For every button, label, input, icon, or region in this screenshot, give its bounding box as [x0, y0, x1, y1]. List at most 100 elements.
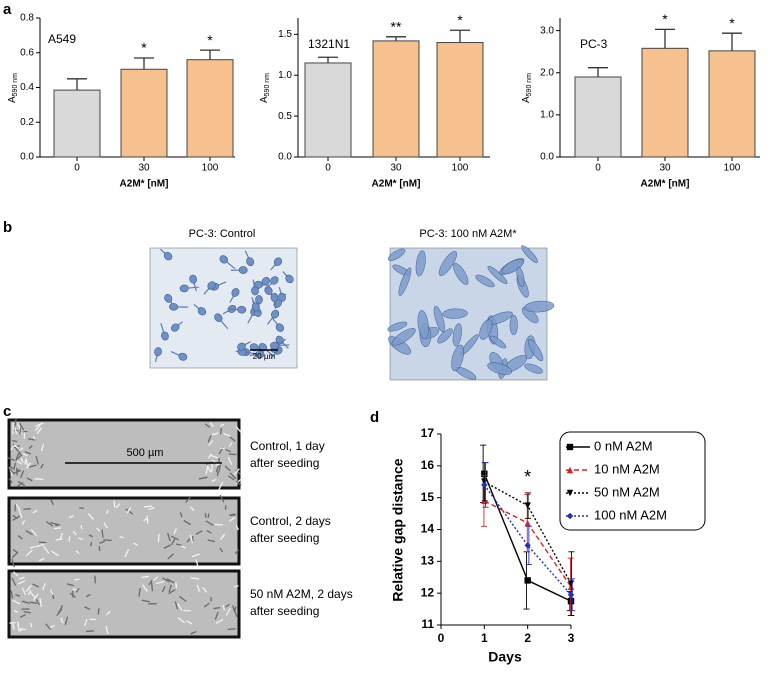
y-axis-label: A590 nm	[259, 73, 271, 103]
cell	[251, 279, 259, 296]
cell	[35, 422, 44, 427]
cell	[229, 472, 237, 480]
cell	[119, 535, 124, 539]
cell	[169, 303, 189, 311]
cell	[59, 532, 64, 540]
cell	[11, 551, 19, 559]
image-caption: PC-3: 100 nM A2M*	[419, 228, 517, 240]
image-caption: 50 nM A2M, 2 days	[250, 587, 353, 601]
cell	[11, 427, 14, 434]
cell	[15, 452, 20, 462]
cell-body	[487, 362, 513, 375]
cell-body	[417, 310, 429, 340]
cell	[18, 576, 25, 580]
cell-process	[159, 248, 169, 257]
cell	[219, 494, 225, 503]
cell-body	[270, 341, 280, 350]
cell	[25, 549, 33, 557]
cell	[228, 453, 237, 456]
significance: **	[391, 19, 402, 35]
cell-body	[237, 342, 246, 351]
cell	[84, 606, 91, 611]
series	[481, 462, 576, 612]
cell	[219, 255, 236, 270]
cell	[235, 480, 242, 486]
cell	[225, 603, 230, 608]
cell	[214, 313, 229, 330]
cell	[35, 455, 39, 465]
cell	[12, 462, 17, 470]
cell-body	[516, 266, 525, 287]
image-caption: after seeding	[250, 456, 319, 470]
cell	[15, 503, 21, 511]
marker	[567, 591, 575, 598]
cell	[18, 509, 23, 519]
cell-body	[238, 266, 248, 274]
y-tick-label: 0.4	[20, 82, 34, 93]
cell	[133, 542, 138, 546]
chart-title: A549	[48, 32, 76, 46]
y-tick-label: 3.0	[540, 25, 554, 36]
micrograph	[7, 494, 241, 568]
cell	[215, 618, 224, 625]
cell	[175, 543, 182, 547]
cell	[208, 440, 214, 446]
cell	[229, 288, 240, 303]
x-tick-label: 2	[524, 631, 531, 645]
x-tick-label: 30	[659, 163, 671, 174]
cell	[195, 559, 200, 568]
cell-body	[270, 276, 279, 285]
cell	[29, 545, 36, 549]
error-bar	[134, 57, 154, 70]
cell	[75, 550, 80, 555]
cell	[163, 544, 171, 549]
cell	[204, 513, 207, 518]
cell	[68, 536, 71, 542]
cell-body	[438, 250, 457, 277]
y-tick-label: 1.0	[540, 110, 554, 121]
cell	[230, 266, 248, 274]
cell	[34, 478, 44, 480]
cell	[170, 535, 180, 541]
y-tick-label: 13	[421, 554, 435, 568]
cell	[207, 513, 210, 518]
cell	[219, 547, 224, 553]
cell	[35, 598, 40, 606]
error-bar	[386, 36, 406, 41]
cell	[103, 522, 108, 529]
cell	[85, 593, 91, 598]
cell	[14, 418, 17, 427]
cell	[30, 529, 38, 536]
cell-body	[524, 300, 555, 313]
cell	[235, 426, 243, 434]
cell-body	[391, 328, 416, 346]
cell	[17, 481, 26, 487]
cell-body	[278, 292, 286, 302]
cell	[249, 350, 265, 359]
x-axis-label: A2M* [nM]	[372, 179, 421, 190]
x-tick-label: 0	[595, 163, 601, 174]
cell	[21, 587, 27, 596]
cell	[138, 588, 141, 597]
cell	[170, 350, 188, 361]
scale-label: 20 µm	[253, 352, 276, 361]
cell	[115, 502, 121, 509]
x-tick-label: 100	[452, 163, 469, 174]
cell	[18, 629, 23, 632]
cell	[14, 504, 17, 512]
cell	[185, 495, 192, 504]
cell	[40, 443, 45, 452]
cell	[191, 553, 200, 558]
cell	[17, 580, 26, 585]
cell	[10, 445, 15, 451]
y-tick-label: 2.0	[540, 67, 554, 78]
cell-body	[214, 313, 223, 322]
cell	[189, 274, 197, 292]
cell-body	[207, 281, 216, 290]
cell	[11, 558, 15, 568]
chart-title: PC-3	[580, 37, 608, 51]
chart-title: 1321N1	[308, 37, 350, 51]
y-tick-label: 17	[421, 426, 435, 440]
cell	[235, 478, 242, 485]
